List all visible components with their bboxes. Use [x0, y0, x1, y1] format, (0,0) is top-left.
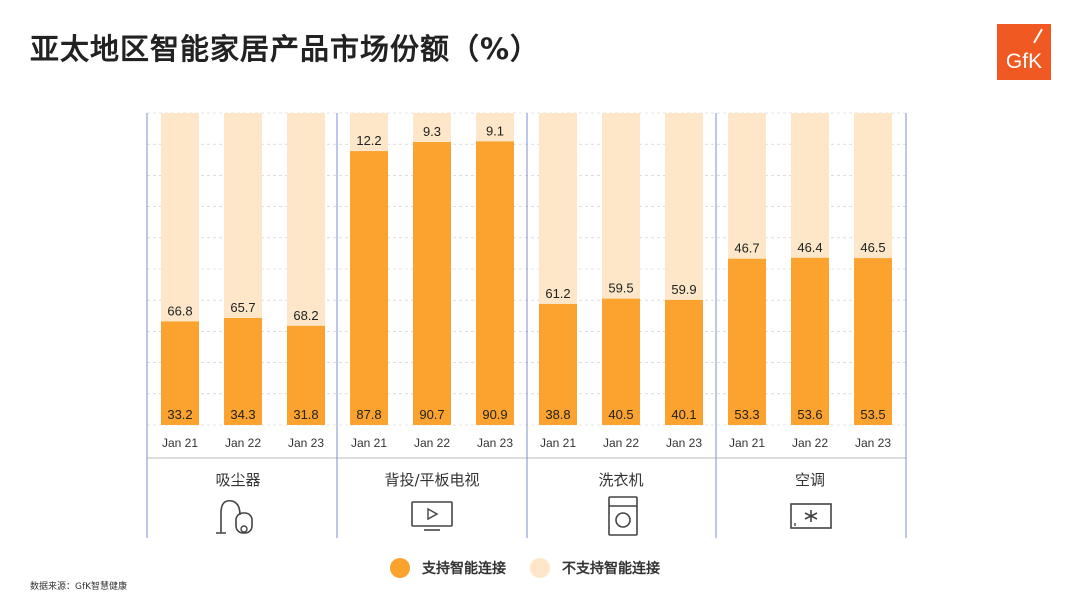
x-tick-label: Jan 21: [540, 436, 576, 450]
data-label-supported: 90.9: [482, 407, 507, 422]
air-conditioner-icon: [790, 503, 832, 529]
data-label-unsupported: 61.2: [545, 286, 570, 301]
logo-text: GfK: [1005, 50, 1043, 73]
x-tick-label: Jan 22: [414, 436, 450, 450]
washing-machine-icon: [608, 496, 638, 536]
bar-supported: [224, 317, 262, 425]
x-tick-label: Jan 23: [855, 436, 891, 450]
data-label-supported: 90.7: [419, 407, 444, 422]
data-label-supported: 40.1: [671, 407, 696, 422]
x-tick-label: Jan 21: [162, 436, 198, 450]
bar-unsupported: [602, 113, 640, 299]
bar-supported: [287, 325, 325, 425]
data-label-unsupported: 12.2: [356, 133, 381, 148]
bar-unsupported: [854, 113, 892, 259]
data-label-supported: 53.3: [734, 407, 759, 422]
data-label-unsupported: 65.7: [230, 300, 255, 315]
page-title: 亚太地区智能家居产品市场份额（%）: [30, 32, 541, 66]
x-tick-label: Jan 22: [225, 436, 261, 450]
bar-unsupported: [287, 113, 325, 326]
bar-unsupported: [728, 113, 766, 259]
data-label-unsupported: 9.1: [486, 123, 504, 138]
bar-supported: [350, 151, 388, 425]
legend-swatch-unsupported: [530, 558, 550, 578]
data-label-unsupported: 59.5: [608, 281, 633, 296]
data-label-supported: 53.6: [797, 407, 822, 422]
bar-supported: [602, 298, 640, 425]
tv-icon: [411, 501, 453, 531]
x-tick-label: Jan 23: [288, 436, 324, 450]
data-label-unsupported: 68.2: [293, 308, 318, 323]
bar-unsupported: [539, 113, 577, 304]
bar-unsupported: [161, 113, 199, 322]
x-tick-label: Jan 22: [603, 436, 639, 450]
data-label-unsupported: 46.7: [734, 241, 759, 256]
x-tick-label: Jan 23: [666, 436, 702, 450]
bar-unsupported: [224, 113, 262, 318]
data-label-unsupported: 46.5: [860, 240, 885, 255]
bar-unsupported: [791, 113, 829, 258]
bar-unsupported: [476, 113, 514, 142]
bar-supported: [476, 141, 514, 425]
bar-supported: [161, 321, 199, 425]
group-label-ac: 空调: [794, 471, 825, 489]
bar-unsupported: [350, 113, 388, 152]
data-label-unsupported: 46.4: [797, 240, 822, 255]
group-label-washer: 洗衣机: [598, 471, 644, 489]
bar-supported: [728, 258, 766, 425]
x-tick-label: Jan 21: [729, 436, 765, 450]
data-label-supported: 53.5: [860, 407, 885, 422]
bar-unsupported: [665, 113, 703, 300]
bar-supported: [539, 303, 577, 425]
data-label-unsupported: 66.8: [167, 303, 192, 318]
data-source-note: 数据来源：GfK智慧健康: [30, 582, 128, 592]
data-label-supported: 40.5: [608, 407, 633, 422]
legend-label-unsupported: 不支持智能连接: [562, 561, 660, 577]
x-tick-label: Jan 22: [792, 436, 828, 450]
group-label-vacuum: 吸尘器: [215, 471, 261, 489]
legend-item-supported: 支持智能连接: [390, 558, 506, 578]
data-label-supported: 33.2: [167, 407, 192, 422]
bar-supported: [854, 258, 892, 425]
gfk-logo: GfK: [997, 24, 1051, 80]
bar-supported: [791, 257, 829, 425]
group-label-tv: 背投/平板电视: [384, 471, 480, 489]
bar-supported: [665, 299, 703, 425]
data-label-supported: 34.3: [230, 407, 255, 422]
vacuum-cleaner-icon: [216, 499, 253, 534]
legend-label-supported: 支持智能连接: [422, 561, 506, 577]
bar-supported: [413, 142, 451, 426]
data-label-unsupported: 9.3: [423, 124, 441, 139]
legend-item-unsupported: 不支持智能连接: [530, 558, 660, 578]
data-label-supported: 87.8: [356, 407, 381, 422]
x-tick-label: Jan 21: [351, 436, 387, 450]
legend-swatch-supported: [390, 558, 410, 578]
x-tick-label: Jan 23: [477, 436, 513, 450]
data-label-supported: 38.8: [545, 407, 570, 422]
data-label-supported: 31.8: [293, 407, 318, 422]
bar-unsupported: [413, 113, 451, 143]
data-label-unsupported: 59.9: [671, 282, 696, 297]
